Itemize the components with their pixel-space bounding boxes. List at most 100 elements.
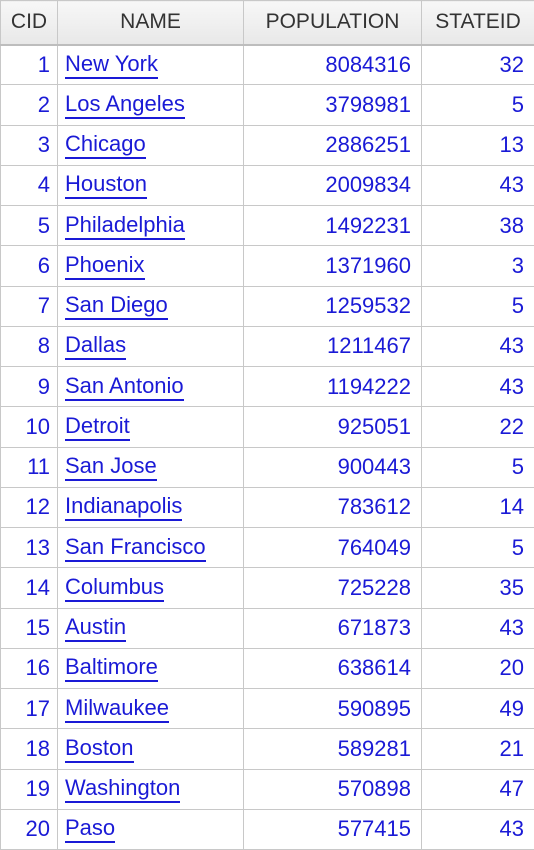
- cell-population[interactable]: 1259532: [243, 285, 422, 327]
- cell-stateid[interactable]: 5: [421, 526, 534, 569]
- cell-stateid[interactable]: 38: [421, 204, 534, 247]
- cell-name[interactable]: Los Angeles: [57, 84, 244, 126]
- table-row[interactable]: 11 San Jose 900443 5: [0, 446, 534, 488]
- table-row[interactable]: 19 Washington 570898 47: [0, 768, 534, 810]
- city-name-link[interactable]: Dallas: [65, 333, 127, 361]
- cell-population[interactable]: 671873: [243, 607, 422, 649]
- cell-stateid[interactable]: 43: [421, 365, 534, 408]
- cell-cid[interactable]: 15: [0, 607, 58, 649]
- cell-cid[interactable]: 13: [0, 526, 58, 569]
- cell-population[interactable]: 577415: [243, 808, 422, 850]
- cell-cid[interactable]: 1: [0, 43, 58, 86]
- table-row[interactable]: 13 San Francisco 764049 5: [0, 526, 534, 569]
- cell-stateid[interactable]: 32: [421, 43, 534, 86]
- cell-name[interactable]: Austin: [57, 607, 244, 649]
- cell-cid[interactable]: 18: [0, 728, 58, 770]
- cell-cid[interactable]: 9: [0, 365, 58, 408]
- city-name-link[interactable]: San Francisco: [65, 534, 206, 562]
- city-name-link[interactable]: San Diego: [65, 293, 168, 321]
- cell-stateid[interactable]: 5: [421, 446, 534, 488]
- cell-stateid[interactable]: 22: [421, 406, 534, 448]
- cell-cid[interactable]: 20: [0, 808, 58, 850]
- cell-stateid[interactable]: 47: [421, 768, 534, 810]
- cell-cid[interactable]: 6: [0, 245, 58, 287]
- cell-cid[interactable]: 3: [0, 124, 58, 166]
- city-name-link[interactable]: San Antonio: [65, 373, 184, 401]
- cell-population[interactable]: 590895: [243, 687, 422, 730]
- cell-stateid[interactable]: 49: [421, 687, 534, 730]
- cell-population[interactable]: 925051: [243, 406, 422, 448]
- cell-name[interactable]: Phoenix: [57, 245, 244, 287]
- cell-population[interactable]: 764049: [243, 526, 422, 569]
- cell-population[interactable]: 1211467: [243, 325, 422, 368]
- cell-cid[interactable]: 16: [0, 647, 58, 690]
- table-row[interactable]: 9 San Antonio 1194222 43: [0, 365, 534, 408]
- city-name-link[interactable]: Los Angeles: [65, 91, 185, 119]
- city-name-link[interactable]: Paso: [65, 816, 116, 844]
- city-name-link[interactable]: Columbus: [65, 574, 165, 602]
- cell-name[interactable]: Columbus: [57, 567, 244, 609]
- cell-cid[interactable]: 7: [0, 285, 58, 327]
- cell-name[interactable]: Baltimore: [57, 647, 244, 690]
- cell-stateid[interactable]: 43: [421, 325, 534, 368]
- cell-population[interactable]: 783612: [243, 486, 422, 529]
- cell-cid[interactable]: 11: [0, 446, 58, 488]
- city-name-link[interactable]: Boston: [65, 735, 134, 763]
- table-row[interactable]: 17 Milwaukee 590895 49: [0, 687, 534, 730]
- cell-stateid[interactable]: 14: [421, 486, 534, 529]
- table-row[interactable]: 12 Indianapolis 783612 14: [0, 486, 534, 529]
- cell-cid[interactable]: 8: [0, 325, 58, 368]
- cell-name[interactable]: Philadelphia: [57, 204, 244, 247]
- cell-cid[interactable]: 12: [0, 486, 58, 529]
- table-row[interactable]: 7 San Diego 1259532 5: [0, 285, 534, 327]
- cell-name[interactable]: San Antonio: [57, 365, 244, 408]
- city-name-link[interactable]: New York: [65, 51, 158, 79]
- cell-population[interactable]: 3798981: [243, 84, 422, 126]
- cell-cid[interactable]: 2: [0, 84, 58, 126]
- table-row[interactable]: 16 Baltimore 638614 20: [0, 647, 534, 690]
- city-name-link[interactable]: Philadelphia: [65, 212, 185, 240]
- table-row[interactable]: 6 Phoenix 1371960 3: [0, 245, 534, 287]
- cell-name[interactable]: Paso: [57, 808, 244, 850]
- column-header-population[interactable]: POPULATION: [243, 0, 422, 46]
- cell-stateid[interactable]: 21: [421, 728, 534, 770]
- cell-population[interactable]: 1371960: [243, 245, 422, 287]
- cell-stateid[interactable]: 13: [421, 124, 534, 166]
- table-row[interactable]: 15 Austin 671873 43: [0, 607, 534, 649]
- cell-name[interactable]: Houston: [57, 164, 244, 207]
- city-name-link[interactable]: Austin: [65, 615, 127, 643]
- cell-stateid[interactable]: 3: [421, 245, 534, 287]
- city-name-link[interactable]: Phoenix: [65, 252, 145, 280]
- cell-name[interactable]: Detroit: [57, 406, 244, 448]
- table-row[interactable]: 10 Detroit 925051 22: [0, 406, 534, 448]
- city-name-link[interactable]: Chicago: [65, 132, 146, 160]
- cell-population[interactable]: 570898: [243, 768, 422, 810]
- city-name-link[interactable]: Milwaukee: [65, 695, 169, 723]
- cell-population[interactable]: 900443: [243, 446, 422, 488]
- city-name-link[interactable]: Indianapolis: [65, 494, 183, 522]
- cell-population[interactable]: 2009834: [243, 164, 422, 207]
- table-row[interactable]: 18 Boston 589281 21: [0, 728, 534, 770]
- table-row[interactable]: 14 Columbus 725228 35: [0, 567, 534, 609]
- cell-cid[interactable]: 10: [0, 406, 58, 448]
- cell-name[interactable]: Chicago: [57, 124, 244, 166]
- cell-cid[interactable]: 4: [0, 164, 58, 207]
- cell-population[interactable]: 2886251: [243, 124, 422, 166]
- table-row[interactable]: 3 Chicago 2886251 13: [0, 124, 534, 166]
- cell-stateid[interactable]: 43: [421, 164, 534, 207]
- cell-stateid[interactable]: 35: [421, 567, 534, 609]
- cell-name[interactable]: Boston: [57, 728, 244, 770]
- cell-name[interactable]: Washington: [57, 768, 244, 810]
- table-row[interactable]: 8 Dallas 1211467 43: [0, 325, 534, 368]
- cell-stateid[interactable]: 20: [421, 647, 534, 690]
- cell-cid[interactable]: 17: [0, 687, 58, 730]
- cell-stateid[interactable]: 5: [421, 285, 534, 327]
- cell-cid[interactable]: 5: [0, 204, 58, 247]
- cell-name[interactable]: Indianapolis: [57, 486, 244, 529]
- city-name-link[interactable]: Detroit: [65, 413, 130, 441]
- cell-stateid[interactable]: 43: [421, 808, 534, 850]
- cell-name[interactable]: San Francisco: [57, 526, 244, 569]
- cell-name[interactable]: New York: [57, 43, 244, 86]
- city-name-link[interactable]: Houston: [65, 172, 147, 200]
- cell-name[interactable]: San Jose: [57, 446, 244, 488]
